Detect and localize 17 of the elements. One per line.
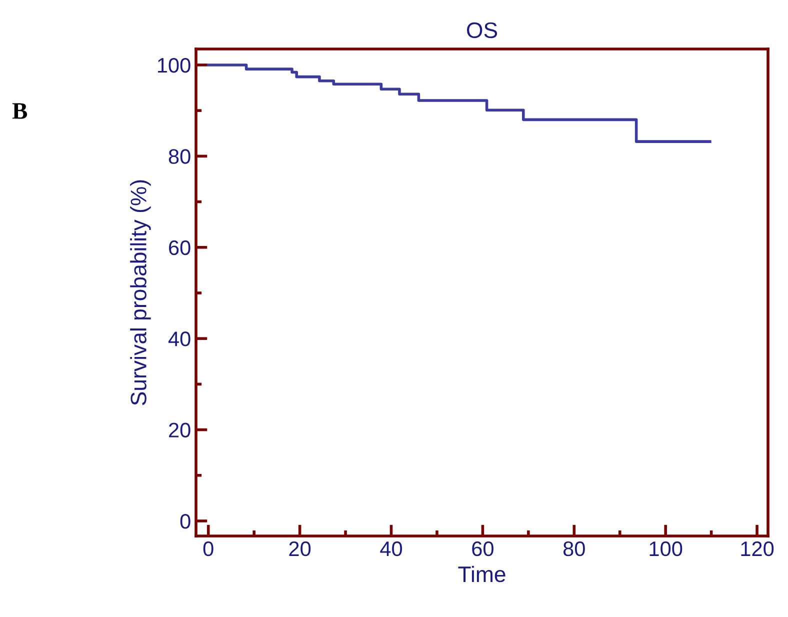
x-tick-label: 60 (472, 541, 494, 556)
x-tick-label: 20 (289, 541, 311, 556)
x-tick-label: 120 (741, 541, 774, 556)
y-axis-title: Survival probability (%) (130, 180, 151, 406)
y-tick-label: 100 (158, 58, 190, 73)
x-tick-label: 40 (380, 541, 402, 556)
y-tick-label: 0 (180, 514, 190, 529)
x-tick-label: 100 (650, 541, 682, 556)
x-tick-label: 0 (203, 541, 214, 556)
x-axis-title: Time (458, 566, 506, 582)
y-tick-label: 40 (168, 332, 190, 346)
text: B (12, 103, 28, 119)
x-tick-label: 80 (563, 541, 585, 556)
y-tick-label: 80 (168, 149, 190, 164)
y-tick-label: 60 (169, 240, 190, 256)
y-tick-label: 20 (169, 422, 190, 438)
chart-title: OS (467, 22, 498, 38)
